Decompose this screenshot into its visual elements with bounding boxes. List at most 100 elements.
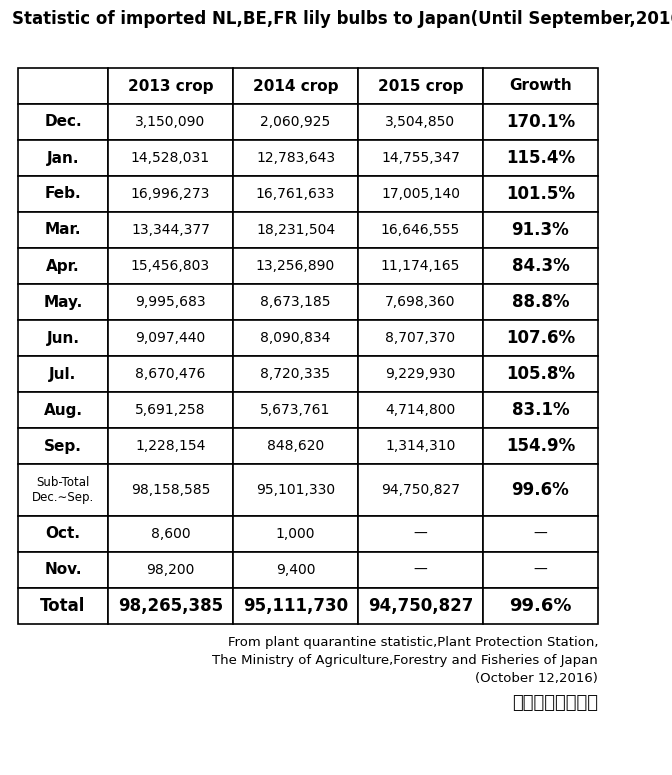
Bar: [358, 176, 483, 212]
Text: 94,750,827: 94,750,827: [368, 597, 473, 615]
Bar: [108, 464, 233, 516]
Text: 17,005,140: 17,005,140: [381, 187, 460, 201]
Bar: [233, 552, 358, 588]
Text: Oct.: Oct.: [46, 526, 81, 542]
Bar: [18, 248, 108, 284]
Text: Dec.: Dec.: [44, 115, 82, 129]
Text: 9,995,683: 9,995,683: [135, 295, 206, 309]
Bar: [358, 212, 483, 248]
Text: (October 12,2016): (October 12,2016): [475, 672, 598, 685]
Text: Statistic of imported NL,BE,FR lily bulbs to Japan(Until September,2016): Statistic of imported NL,BE,FR lily bulb…: [12, 10, 672, 28]
Text: 101.5%: 101.5%: [506, 185, 575, 203]
Text: 5,691,258: 5,691,258: [135, 403, 206, 417]
Text: 8,090,834: 8,090,834: [260, 331, 331, 345]
Bar: [108, 516, 233, 552]
Bar: [18, 464, 108, 516]
Text: Nov.: Nov.: [44, 563, 82, 577]
Text: From plant quarantine statistic,Plant Protection Station,: From plant quarantine statistic,Plant Pr…: [228, 636, 598, 649]
Bar: [18, 104, 108, 140]
Bar: [108, 104, 233, 140]
Text: —: —: [534, 563, 548, 577]
Bar: [483, 552, 598, 588]
Text: 1,228,154: 1,228,154: [135, 439, 206, 453]
Text: Total: Total: [40, 597, 86, 615]
Bar: [108, 140, 233, 176]
Text: 16,761,633: 16,761,633: [256, 187, 335, 201]
Bar: [108, 552, 233, 588]
Bar: [358, 140, 483, 176]
Text: 88.8%: 88.8%: [512, 293, 569, 311]
Text: 2015 crop: 2015 crop: [378, 78, 463, 94]
Text: The Ministry of Agriculture,Forestry and Fisheries of Japan: The Ministry of Agriculture,Forestry and…: [212, 654, 598, 667]
Text: 95,101,330: 95,101,330: [256, 483, 335, 497]
Text: 5,673,761: 5,673,761: [260, 403, 331, 417]
Bar: [358, 464, 483, 516]
Bar: [233, 140, 358, 176]
Text: 84.3%: 84.3%: [511, 257, 569, 275]
Bar: [233, 320, 358, 356]
Text: Jan.: Jan.: [47, 150, 79, 166]
Text: 83.1%: 83.1%: [511, 401, 569, 419]
Bar: [18, 516, 108, 552]
Bar: [108, 356, 233, 392]
Text: 107.6%: 107.6%: [506, 329, 575, 347]
Text: 170.1%: 170.1%: [506, 113, 575, 131]
Text: Feb.: Feb.: [44, 187, 81, 202]
Text: 3,150,090: 3,150,090: [135, 115, 206, 129]
Text: 8,707,370: 8,707,370: [386, 331, 456, 345]
Bar: [108, 176, 233, 212]
Bar: [108, 588, 233, 624]
Bar: [483, 176, 598, 212]
Bar: [483, 428, 598, 464]
Text: 18,231,504: 18,231,504: [256, 223, 335, 237]
Text: 8,600: 8,600: [151, 527, 190, 541]
Bar: [18, 284, 108, 320]
Bar: [483, 320, 598, 356]
Bar: [358, 392, 483, 428]
Bar: [108, 212, 233, 248]
Bar: [108, 284, 233, 320]
Bar: [483, 248, 598, 284]
Bar: [108, 248, 233, 284]
Bar: [358, 284, 483, 320]
Text: 94,750,827: 94,750,827: [381, 483, 460, 497]
Text: 9,097,440: 9,097,440: [135, 331, 206, 345]
Text: 8,720,335: 8,720,335: [261, 367, 331, 381]
Bar: [358, 428, 483, 464]
Bar: [233, 588, 358, 624]
Text: 15,456,803: 15,456,803: [131, 259, 210, 273]
Text: 105.8%: 105.8%: [506, 365, 575, 383]
Bar: [108, 428, 233, 464]
Text: 7,698,360: 7,698,360: [385, 295, 456, 309]
Text: Mar.: Mar.: [45, 222, 81, 237]
Text: 4,714,800: 4,714,800: [385, 403, 456, 417]
Text: 3,504,850: 3,504,850: [386, 115, 456, 129]
Text: 99.6%: 99.6%: [511, 481, 569, 499]
Bar: [483, 464, 598, 516]
Bar: [483, 212, 598, 248]
Bar: [233, 428, 358, 464]
Text: 16,646,555: 16,646,555: [381, 223, 460, 237]
Bar: [18, 320, 108, 356]
Text: 13,256,890: 13,256,890: [256, 259, 335, 273]
Text: 1,314,310: 1,314,310: [385, 439, 456, 453]
Bar: [18, 552, 108, 588]
Bar: [358, 104, 483, 140]
Text: Sep.: Sep.: [44, 439, 82, 453]
Text: 95,111,730: 95,111,730: [243, 597, 348, 615]
Text: 11,174,165: 11,174,165: [381, 259, 460, 273]
Text: 91.3%: 91.3%: [511, 221, 569, 239]
Bar: [233, 104, 358, 140]
Bar: [483, 284, 598, 320]
Bar: [233, 516, 358, 552]
Bar: [233, 284, 358, 320]
Text: Jul.: Jul.: [49, 367, 77, 381]
Text: 13,344,377: 13,344,377: [131, 223, 210, 237]
Bar: [233, 212, 358, 248]
Bar: [358, 320, 483, 356]
Text: 2013 crop: 2013 crop: [128, 78, 213, 94]
Bar: [18, 212, 108, 248]
Text: Apr.: Apr.: [46, 259, 80, 274]
Text: Jun.: Jun.: [46, 330, 79, 346]
Bar: [483, 68, 598, 104]
